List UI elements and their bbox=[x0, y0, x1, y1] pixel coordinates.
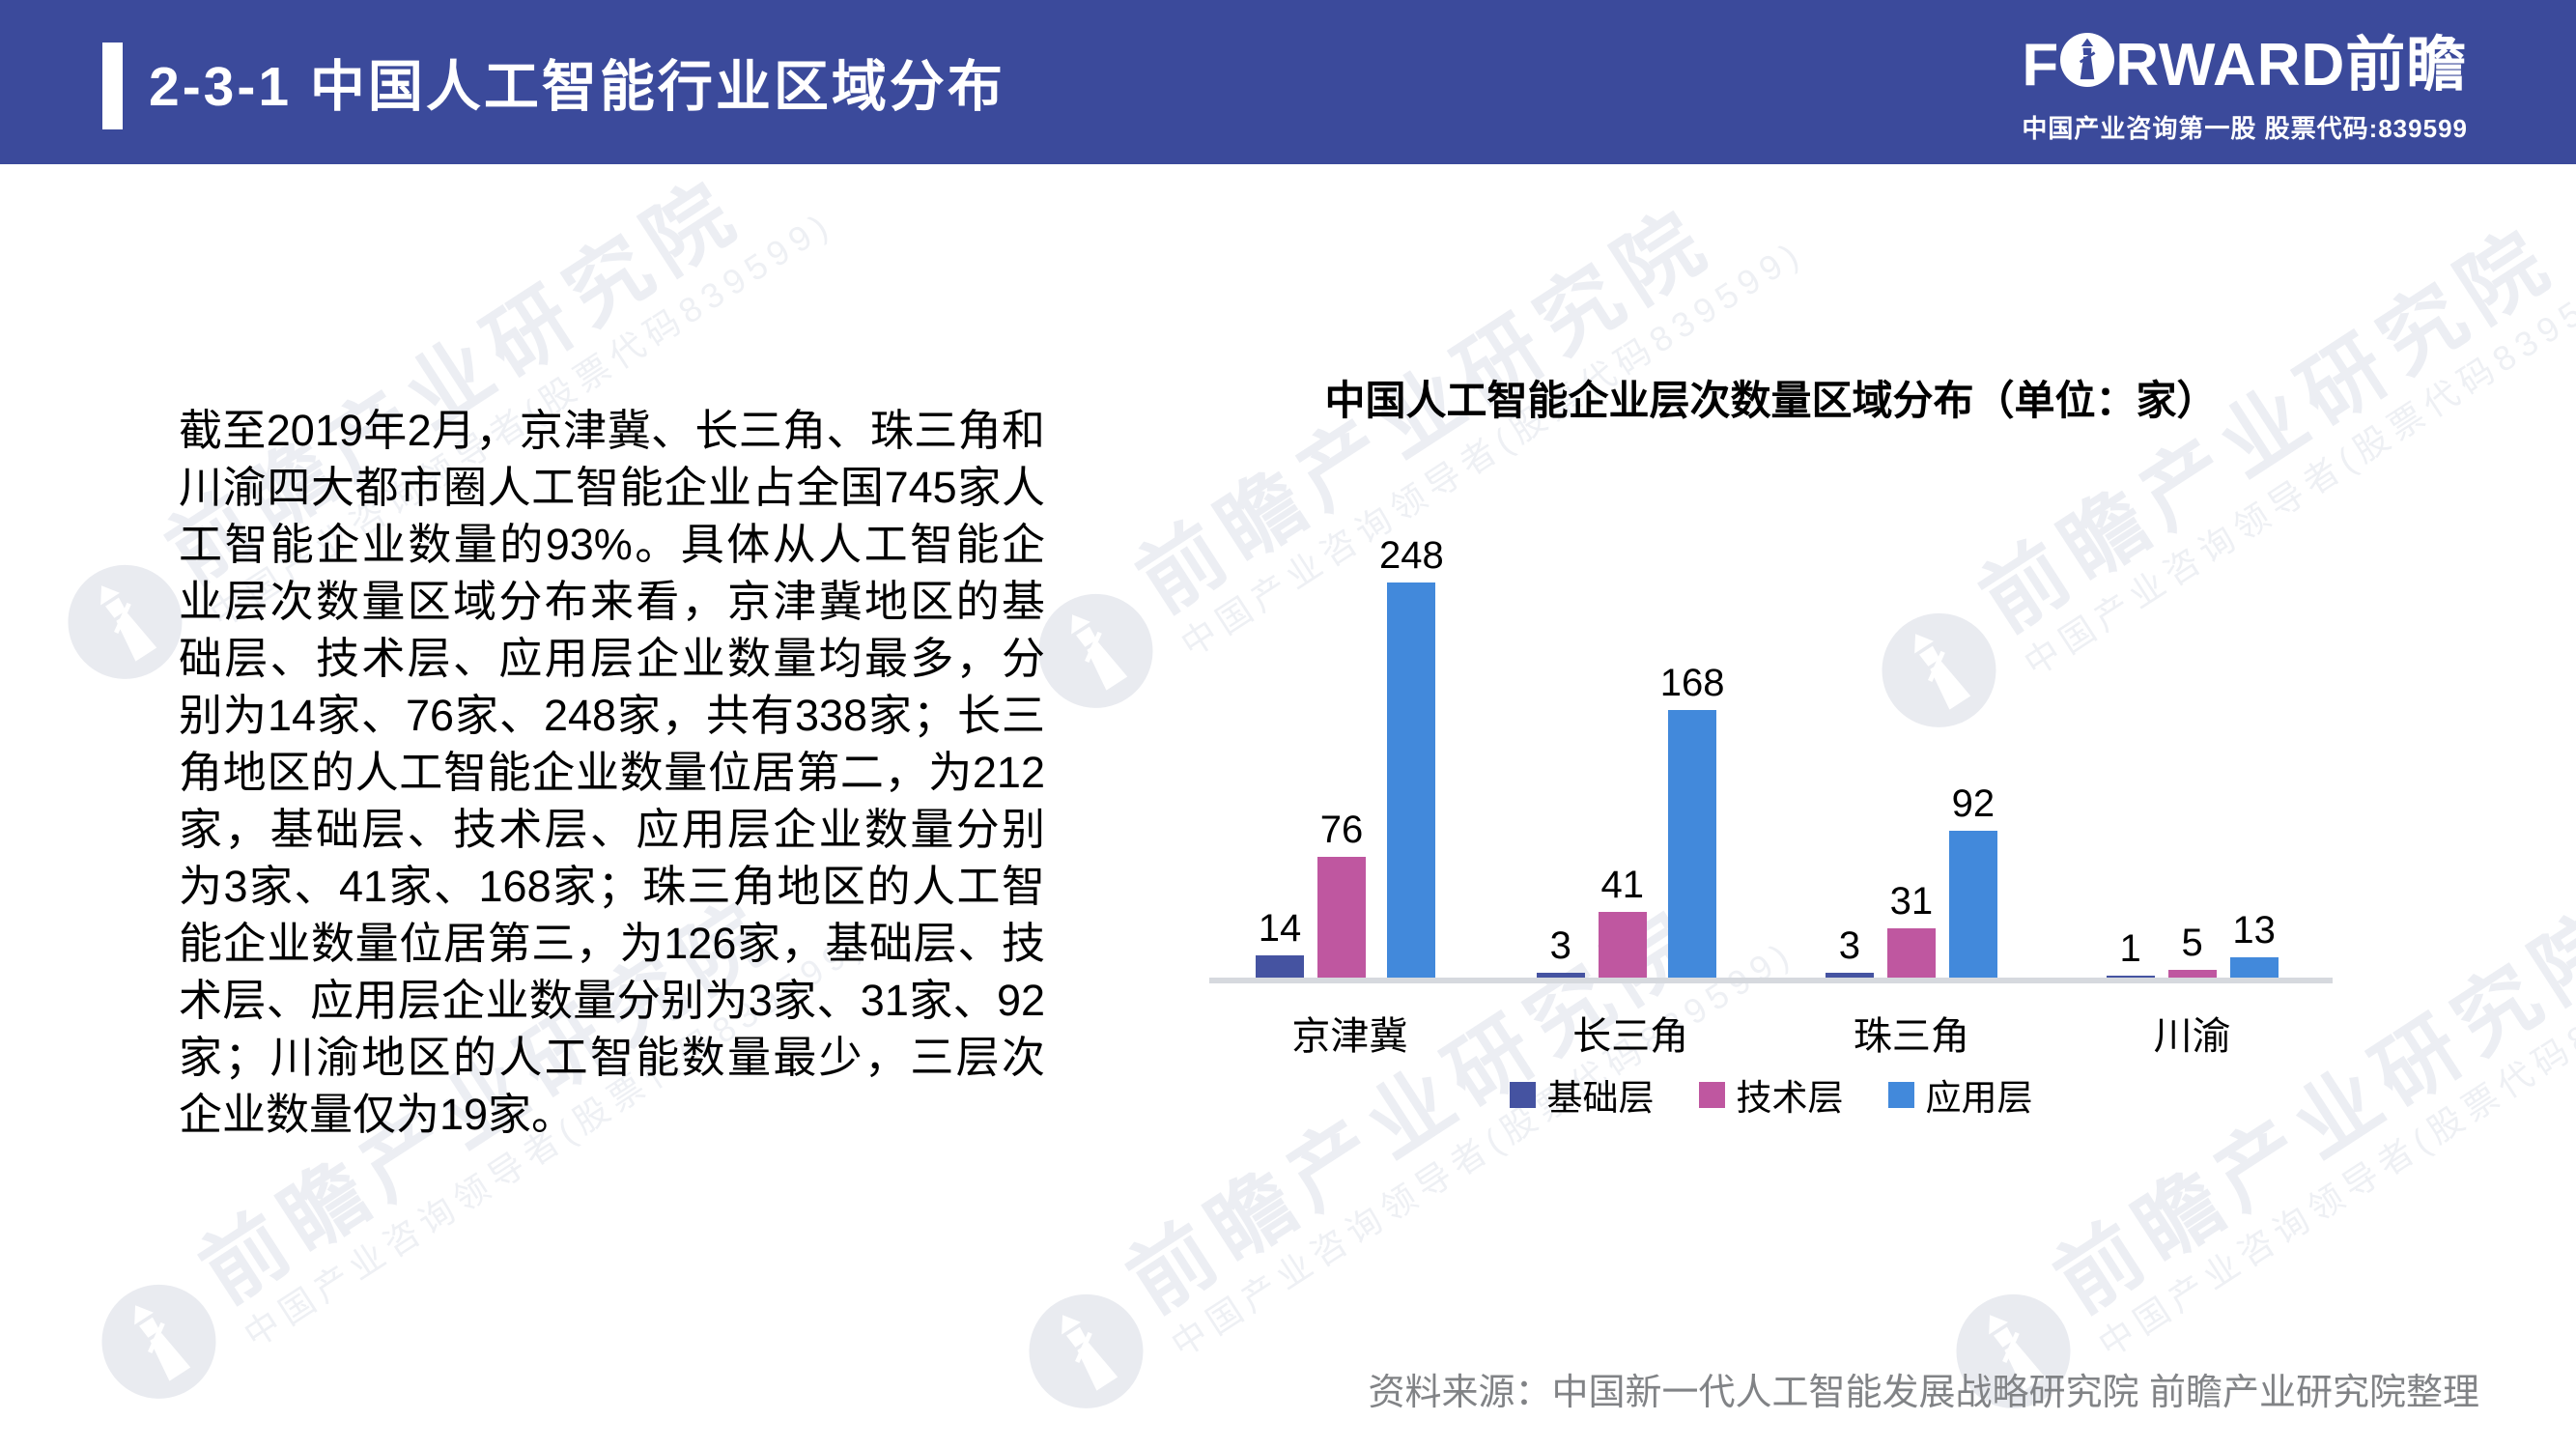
bar-with-label: 3 bbox=[1536, 924, 1585, 978]
bar-group-珠三角: 3 31 92 bbox=[1771, 522, 2052, 978]
bar-基础层-京津冀 bbox=[1256, 955, 1304, 978]
bar-基础层-川渝 bbox=[2106, 976, 2155, 978]
header: 2-3-1 中国人工智能行业区域分布 F RWARD 前瞻 中国产业咨询第一股 股票… bbox=[0, 0, 2576, 164]
legend-item-技术层: 技术层 bbox=[1698, 1068, 1844, 1121]
legend-item-基础层: 基础层 bbox=[1509, 1068, 1655, 1121]
lighthouse-watermark-icon bbox=[1007, 1272, 1165, 1430]
bar-with-label: 3 bbox=[1825, 924, 1874, 978]
header-accent-bar bbox=[102, 43, 123, 129]
bar-with-label: 76 bbox=[1317, 810, 1366, 978]
watermark-subtitle: 中国产业咨询领导者(股票代码839599) bbox=[1164, 932, 1801, 1365]
forward-logo: F RWARD 前瞻 中国产业咨询第一股 股票代码:839599 bbox=[2022, 33, 2468, 145]
x-label-长三角: 长三角 bbox=[1572, 1015, 1689, 1058]
bar-技术层-长三角 bbox=[1598, 912, 1647, 978]
value-label: 41 bbox=[1600, 864, 1645, 906]
bar-with-label: 168 bbox=[1660, 664, 1725, 978]
legend-swatch-icon bbox=[1887, 1081, 1914, 1108]
value-label: 5 bbox=[2181, 922, 2203, 964]
chart-legend: 基础层 技术层 应用层 bbox=[1209, 1068, 2333, 1121]
bar-group-京津冀: 14 76 248 bbox=[1209, 522, 1490, 978]
x-label-川渝: 川渝 bbox=[2153, 1015, 2231, 1058]
page-title: 2-3-1 中国人工智能行业区域分布 bbox=[149, 56, 1005, 118]
bar-with-label: 92 bbox=[1948, 782, 1997, 978]
x-label-京津冀: 京津冀 bbox=[1291, 1015, 1408, 1058]
bar-基础层-长三角 bbox=[1536, 973, 1585, 978]
legend-item-应用层: 应用层 bbox=[1887, 1068, 2033, 1121]
bar-with-label: 14 bbox=[1256, 909, 1304, 978]
lighthouse-watermark-icon bbox=[80, 1263, 238, 1420]
bar-group-长三角: 3 41 168 bbox=[1490, 522, 1771, 978]
legend-swatch-icon bbox=[1509, 1081, 1536, 1108]
legend-label: 技术层 bbox=[1736, 1078, 1844, 1118]
body-paragraph: 截至2019年2月，京津冀、长三角、珠三角和川渝四大都市圈人工智能企业占全国74… bbox=[179, 406, 1045, 1139]
watermark-subtitle: 中国产业咨询领导者(股票代码839599) bbox=[2091, 932, 2576, 1365]
bar-应用层-长三角 bbox=[1668, 710, 1717, 978]
value-label: 14 bbox=[1258, 907, 1302, 950]
logo-subtitle: 中国产业咨询第一股 股票代码:839599 bbox=[2022, 114, 2468, 143]
lighthouse-o-icon bbox=[2059, 33, 2115, 98]
forward-logo-wordmark: F RWARD 前瞻 bbox=[2022, 33, 2467, 98]
bar-with-label: 248 bbox=[1379, 536, 1444, 978]
value-label: 248 bbox=[1379, 534, 1444, 577]
bar-技术层-川渝 bbox=[2167, 970, 2217, 978]
logo-text-cn: 前瞻 bbox=[2345, 31, 2468, 99]
x-axis-line bbox=[1209, 978, 2333, 983]
x-label-珠三角: 珠三角 bbox=[1853, 1015, 1969, 1058]
plot-area: 14 76 248 3 41 168 3 31 92 1 5 13 bbox=[1209, 522, 2333, 978]
legend-swatch-icon bbox=[1698, 1081, 1725, 1108]
bar-group-川渝: 1 5 13 bbox=[2052, 522, 2333, 978]
bar-基础层-珠三角 bbox=[1825, 973, 1874, 978]
value-label: 13 bbox=[2232, 909, 2276, 952]
x-axis-labels: 京津冀 长三角 珠三角 川渝 bbox=[1209, 1005, 2333, 1061]
value-label: 31 bbox=[1889, 880, 1934, 923]
value-label: 3 bbox=[1549, 924, 1571, 967]
legend-label: 应用层 bbox=[1925, 1078, 2033, 1118]
value-label: 3 bbox=[1838, 924, 1860, 967]
bar-应用层-川渝 bbox=[2229, 957, 2279, 978]
bar-with-label: 31 bbox=[1886, 880, 1936, 978]
bar-with-label: 5 bbox=[2167, 922, 2217, 978]
bar-技术层-京津冀 bbox=[1317, 857, 1366, 978]
bar-with-label: 1 bbox=[2106, 927, 2155, 978]
bar-with-label: 13 bbox=[2229, 909, 2279, 978]
logo-text-f: F bbox=[2022, 31, 2060, 99]
bar-with-label: 41 bbox=[1598, 864, 1647, 978]
value-label: 168 bbox=[1659, 662, 1725, 704]
bar-应用层-京津冀 bbox=[1387, 582, 1436, 978]
value-label: 1 bbox=[2119, 927, 2141, 970]
bar-应用层-珠三角 bbox=[1948, 831, 1997, 978]
bar-技术层-珠三角 bbox=[1886, 928, 1936, 978]
value-label: 92 bbox=[1951, 782, 1996, 825]
legend-label: 基础层 bbox=[1546, 1078, 1655, 1118]
source-note: 资料来源：中国新一代人工智能发展战略研究院 前瞻产业研究院整理 bbox=[1368, 1373, 2479, 1413]
value-label: 76 bbox=[1319, 809, 1364, 851]
logo-text-rward: RWARD bbox=[2115, 31, 2346, 99]
chart-title: 中国人工智能企业层次数量区域分布（单位：家） bbox=[1324, 378, 2218, 423]
